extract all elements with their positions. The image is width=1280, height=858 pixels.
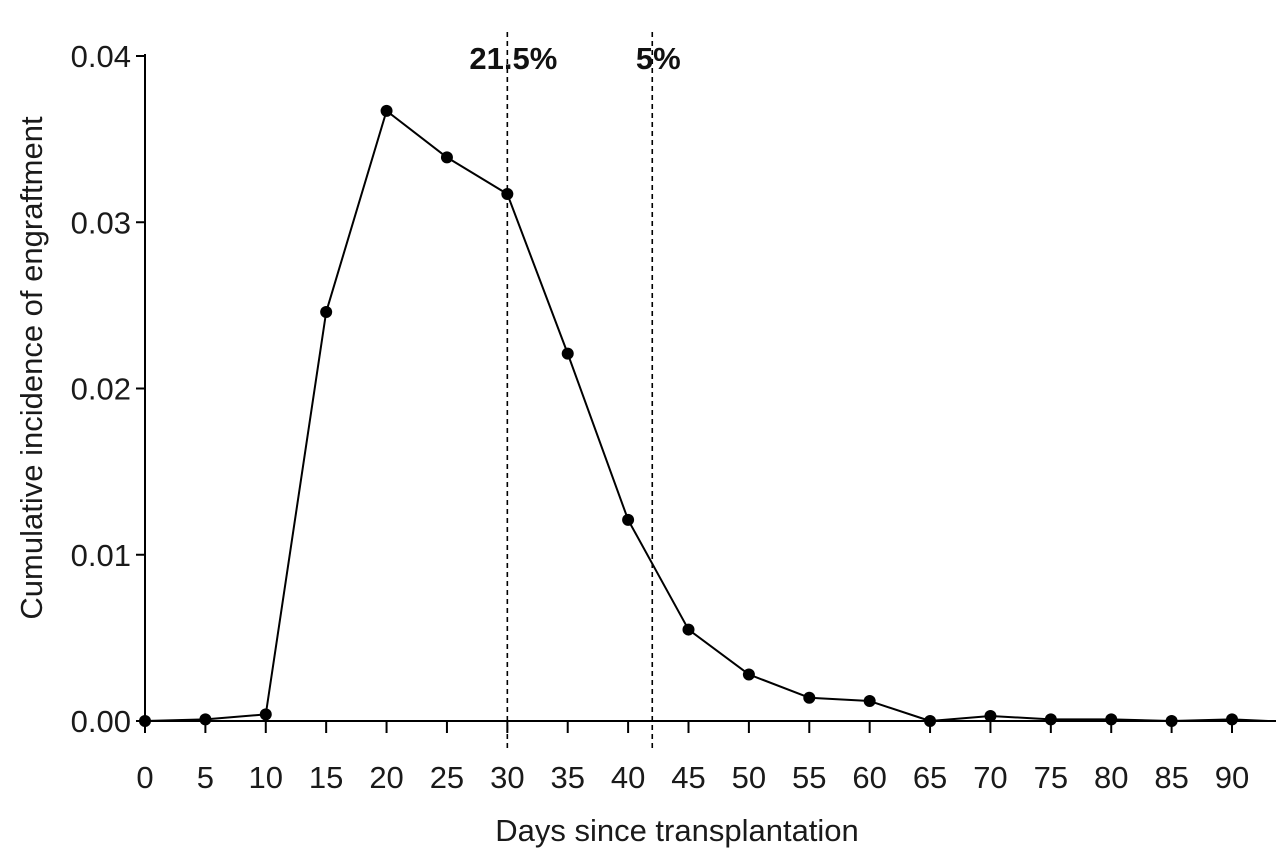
x-tick-label: 75 xyxy=(1034,760,1068,795)
y-tick-label: 0.03 xyxy=(71,205,131,240)
data-point xyxy=(380,104,393,117)
x-tick-label: 50 xyxy=(732,760,766,795)
data-point xyxy=(1105,713,1118,726)
x-tick-label: 25 xyxy=(430,760,464,795)
y-tick-label: 0.04 xyxy=(71,39,131,74)
data-point xyxy=(1226,713,1238,726)
x-tick-label: 15 xyxy=(309,760,343,795)
data-point xyxy=(682,623,695,636)
x-tick-label: 85 xyxy=(1154,760,1188,795)
x-tick-label: 70 xyxy=(973,760,1007,795)
x-tick-label: 80 xyxy=(1094,760,1128,795)
data-point xyxy=(139,715,151,727)
x-tick-label: 30 xyxy=(490,760,524,795)
data-point xyxy=(863,695,876,708)
x-tick-label: 90 xyxy=(1215,760,1249,795)
x-tick-label: 40 xyxy=(611,760,645,795)
y-axis-title: Cumulative incidence of engraftment xyxy=(14,116,49,620)
data-point xyxy=(924,715,937,727)
data-point xyxy=(199,713,212,726)
data-point xyxy=(440,151,453,164)
x-tick-label: 60 xyxy=(852,760,886,795)
data-point xyxy=(561,347,574,360)
y-tick-label: 0.02 xyxy=(71,372,131,407)
data-point xyxy=(742,668,755,681)
reference-line-label: 5% xyxy=(636,41,681,76)
x-tick-label: 0 xyxy=(136,760,153,795)
x-tick-label: 10 xyxy=(249,760,283,795)
data-point xyxy=(1165,715,1178,727)
x-tick-label: 45 xyxy=(671,760,705,795)
x-axis-title: Days since transplantation xyxy=(495,813,859,848)
y-tick-label: 0.01 xyxy=(71,538,131,573)
data-point xyxy=(320,306,333,319)
x-tick-label: 5 xyxy=(197,760,214,795)
data-point xyxy=(1044,713,1057,726)
x-tick-label: 35 xyxy=(550,760,584,795)
data-point xyxy=(803,691,816,704)
y-tick-label: 0.00 xyxy=(71,704,131,739)
data-point xyxy=(501,187,514,200)
series-line xyxy=(144,109,1269,722)
data-point xyxy=(259,708,272,721)
data-point xyxy=(622,513,635,526)
x-tick-label: 20 xyxy=(369,760,403,795)
data-point xyxy=(984,710,997,723)
reference-line-label: 21.5% xyxy=(469,41,557,76)
x-tick-label: 65 xyxy=(913,760,947,795)
x-tick-label: 55 xyxy=(792,760,826,795)
